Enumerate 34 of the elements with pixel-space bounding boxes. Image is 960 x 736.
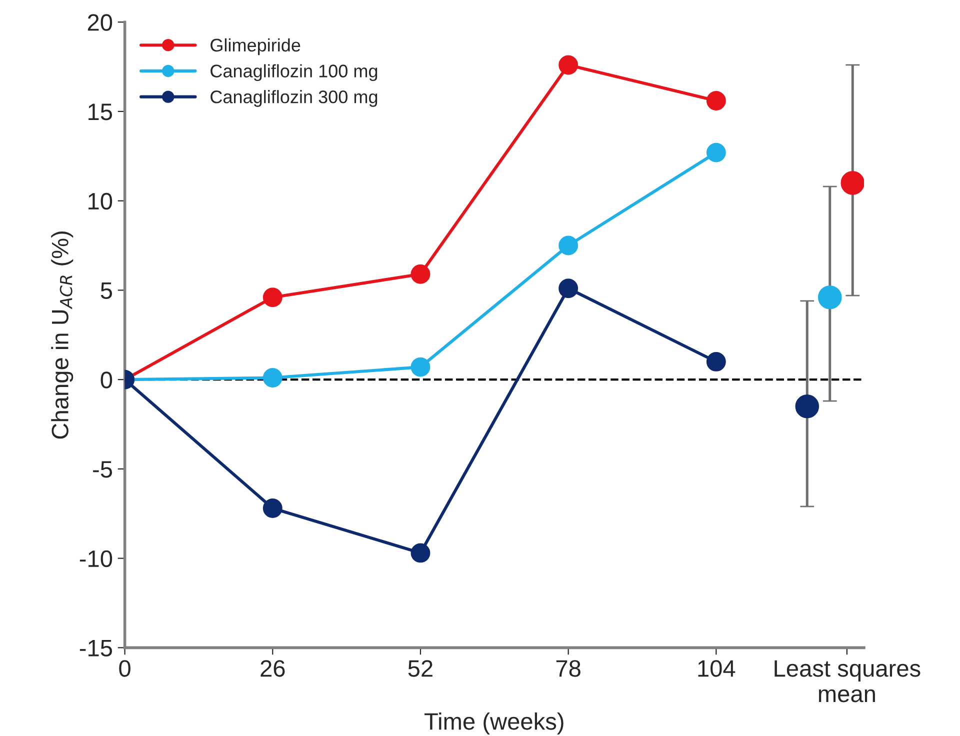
x-tick-label: 78 bbox=[556, 660, 580, 677]
point bbox=[262, 368, 282, 388]
point bbox=[706, 91, 726, 110]
point bbox=[706, 142, 726, 162]
legend-label: Glimepiride bbox=[210, 38, 300, 56]
point bbox=[840, 171, 864, 195]
legend-label: Canagliflozin 300 mg bbox=[210, 90, 378, 107]
y-tick-label: 15 bbox=[88, 104, 112, 120]
x-tick-label: 26 bbox=[260, 660, 285, 677]
x-tick-label: 104 bbox=[698, 660, 736, 677]
point bbox=[410, 357, 430, 377]
y-tick-label: -10 bbox=[80, 550, 112, 568]
x-axis-title: Time (weeks) bbox=[424, 712, 564, 734]
y-tick-label: 10 bbox=[88, 192, 112, 210]
point bbox=[558, 236, 578, 256]
legend-label: Canagliflozin 100 mg bbox=[210, 64, 378, 82]
y-tick-label: -5 bbox=[93, 461, 112, 478]
point bbox=[262, 498, 282, 518]
point bbox=[818, 285, 842, 310]
y-tick-label: 0 bbox=[100, 372, 112, 388]
point bbox=[262, 288, 282, 308]
y-axis-title: Change in U$_{ACR}$ (%) bbox=[51, 232, 74, 439]
x-tick-label: 52 bbox=[408, 660, 432, 677]
y-tick-label: 20 bbox=[88, 14, 112, 31]
point bbox=[795, 394, 820, 418]
x-tick-label: Least squares mean bbox=[774, 660, 920, 702]
point bbox=[410, 264, 430, 284]
point bbox=[558, 55, 578, 75]
point bbox=[558, 278, 578, 298]
y-tick-label: 5 bbox=[100, 282, 112, 299]
x-tick-label: 0 bbox=[119, 660, 130, 677]
y-tick-label: -15 bbox=[80, 640, 112, 656]
point bbox=[706, 352, 726, 372]
point bbox=[410, 543, 430, 563]
